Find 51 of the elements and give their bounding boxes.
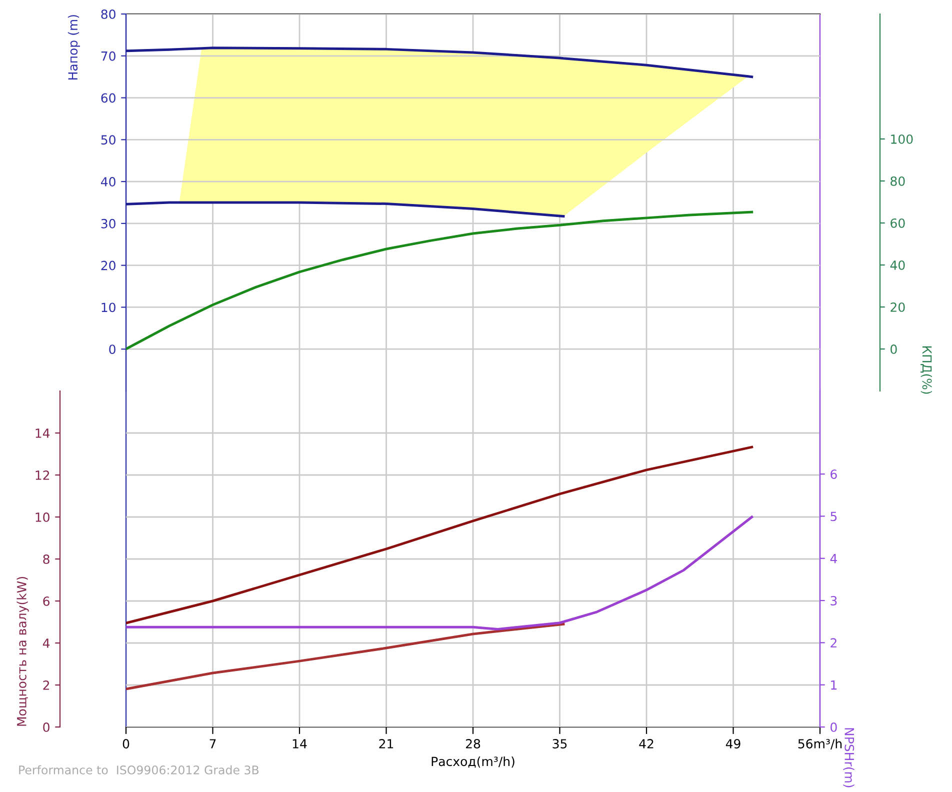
x-tick-label: 42	[639, 739, 654, 748]
x-tick-label: 56m³/h	[798, 738, 842, 750]
x-tick-label: 49	[726, 739, 740, 748]
y-tick-label: 6	[43, 596, 50, 606]
x-tick-label: 0	[122, 739, 130, 748]
y2-tick-label: 2	[830, 638, 836, 648]
y-tick-label: 40	[100, 177, 116, 186]
x-tick-label: 28	[466, 739, 480, 748]
y-tick-label: 10	[102, 302, 116, 312]
y2-tick-label: 40	[890, 260, 905, 270]
x-tick-label: 35	[552, 739, 567, 748]
y-tick-label: 20	[101, 260, 116, 270]
x-tick-label: 14	[292, 739, 307, 748]
y2-axis-title: КПД(%)	[920, 346, 932, 394]
y2-tick-label: 1	[831, 680, 837, 690]
y2-tick-label: 3	[830, 596, 837, 606]
y-tick-label: 4	[42, 638, 50, 648]
y-axis-title: Мощность на валу(kW)	[16, 576, 29, 726]
y-tick-label: 60	[101, 93, 116, 103]
line-series	[126, 516, 754, 630]
y-tick-label: 14	[36, 428, 50, 438]
y-tick-label: 80	[101, 9, 116, 19]
y2-tick-label: 0	[830, 722, 837, 732]
x-tick-label: 7	[210, 739, 216, 748]
y-tick-label: 8	[43, 554, 50, 564]
y-tick-label: 12	[36, 470, 50, 480]
line-series	[126, 46, 754, 78]
line-series	[126, 201, 565, 218]
text: Performance to ISO9906:2012 Grade 3B	[19, 765, 259, 774]
y-axis-title: Напор (m)	[68, 15, 80, 80]
y2-tick-label: 80	[890, 176, 905, 186]
y2-tick-label: 5	[830, 512, 837, 522]
y2-tick-label: 20	[890, 302, 905, 312]
y2-tick-label: 100	[891, 134, 913, 144]
y-tick-label: 70	[101, 51, 116, 61]
line-series	[126, 210, 754, 350]
y-tick-label: 50	[101, 135, 116, 145]
x-tick-label: 21	[379, 739, 394, 748]
y-tick-label: 0	[109, 344, 116, 354]
y-tick-label: 0	[43, 722, 50, 732]
y2-tick-label: 4	[830, 554, 837, 564]
line-series	[126, 446, 754, 624]
y2-axis-title: NPSHr(m)	[843, 728, 854, 788]
y2-tick-label: 0	[890, 344, 897, 354]
y2-tick-label: 60	[890, 218, 905, 228]
y-tick-label: 30	[101, 218, 116, 228]
y2-tick-label: 6	[830, 470, 837, 479]
y-tick-label: 10	[36, 512, 50, 522]
y-tick-label: 2	[43, 680, 50, 690]
line-series	[126, 622, 565, 690]
x-axis-title: Расход(m³/h)	[432, 756, 514, 768]
